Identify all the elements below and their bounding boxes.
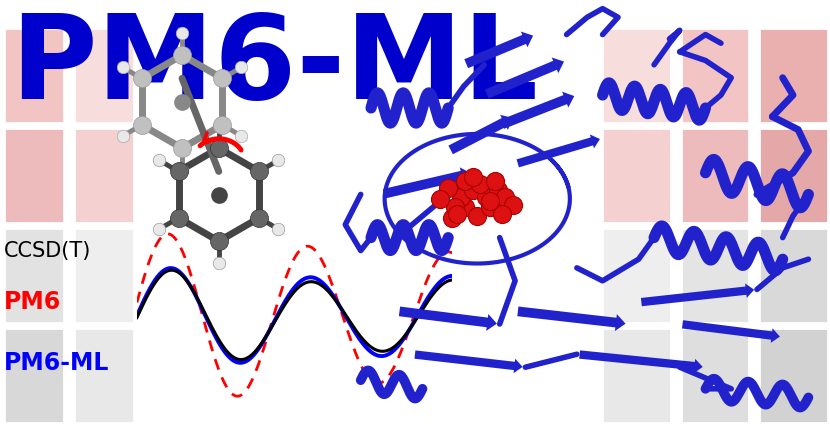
FancyBboxPatch shape: [681, 28, 749, 123]
FancyBboxPatch shape: [602, 28, 671, 123]
FancyBboxPatch shape: [602, 128, 671, 223]
FancyBboxPatch shape: [759, 228, 828, 323]
FancyBboxPatch shape: [681, 128, 749, 223]
FancyBboxPatch shape: [602, 328, 671, 423]
FancyBboxPatch shape: [74, 28, 134, 123]
FancyBboxPatch shape: [74, 128, 134, 223]
FancyBboxPatch shape: [4, 228, 64, 323]
Text: CCSD(T): CCSD(T): [4, 241, 91, 260]
Text: PM6-ML: PM6-ML: [4, 351, 110, 375]
FancyBboxPatch shape: [759, 328, 828, 423]
FancyBboxPatch shape: [4, 128, 64, 223]
FancyBboxPatch shape: [602, 228, 671, 323]
FancyBboxPatch shape: [74, 228, 134, 323]
FancyBboxPatch shape: [681, 328, 749, 423]
Text: PM6: PM6: [4, 290, 61, 314]
FancyBboxPatch shape: [681, 228, 749, 323]
FancyBboxPatch shape: [759, 128, 828, 223]
Text: PM6-ML: PM6-ML: [10, 9, 538, 124]
FancyBboxPatch shape: [4, 328, 64, 423]
FancyBboxPatch shape: [759, 28, 828, 123]
FancyBboxPatch shape: [4, 28, 64, 123]
FancyBboxPatch shape: [74, 328, 134, 423]
